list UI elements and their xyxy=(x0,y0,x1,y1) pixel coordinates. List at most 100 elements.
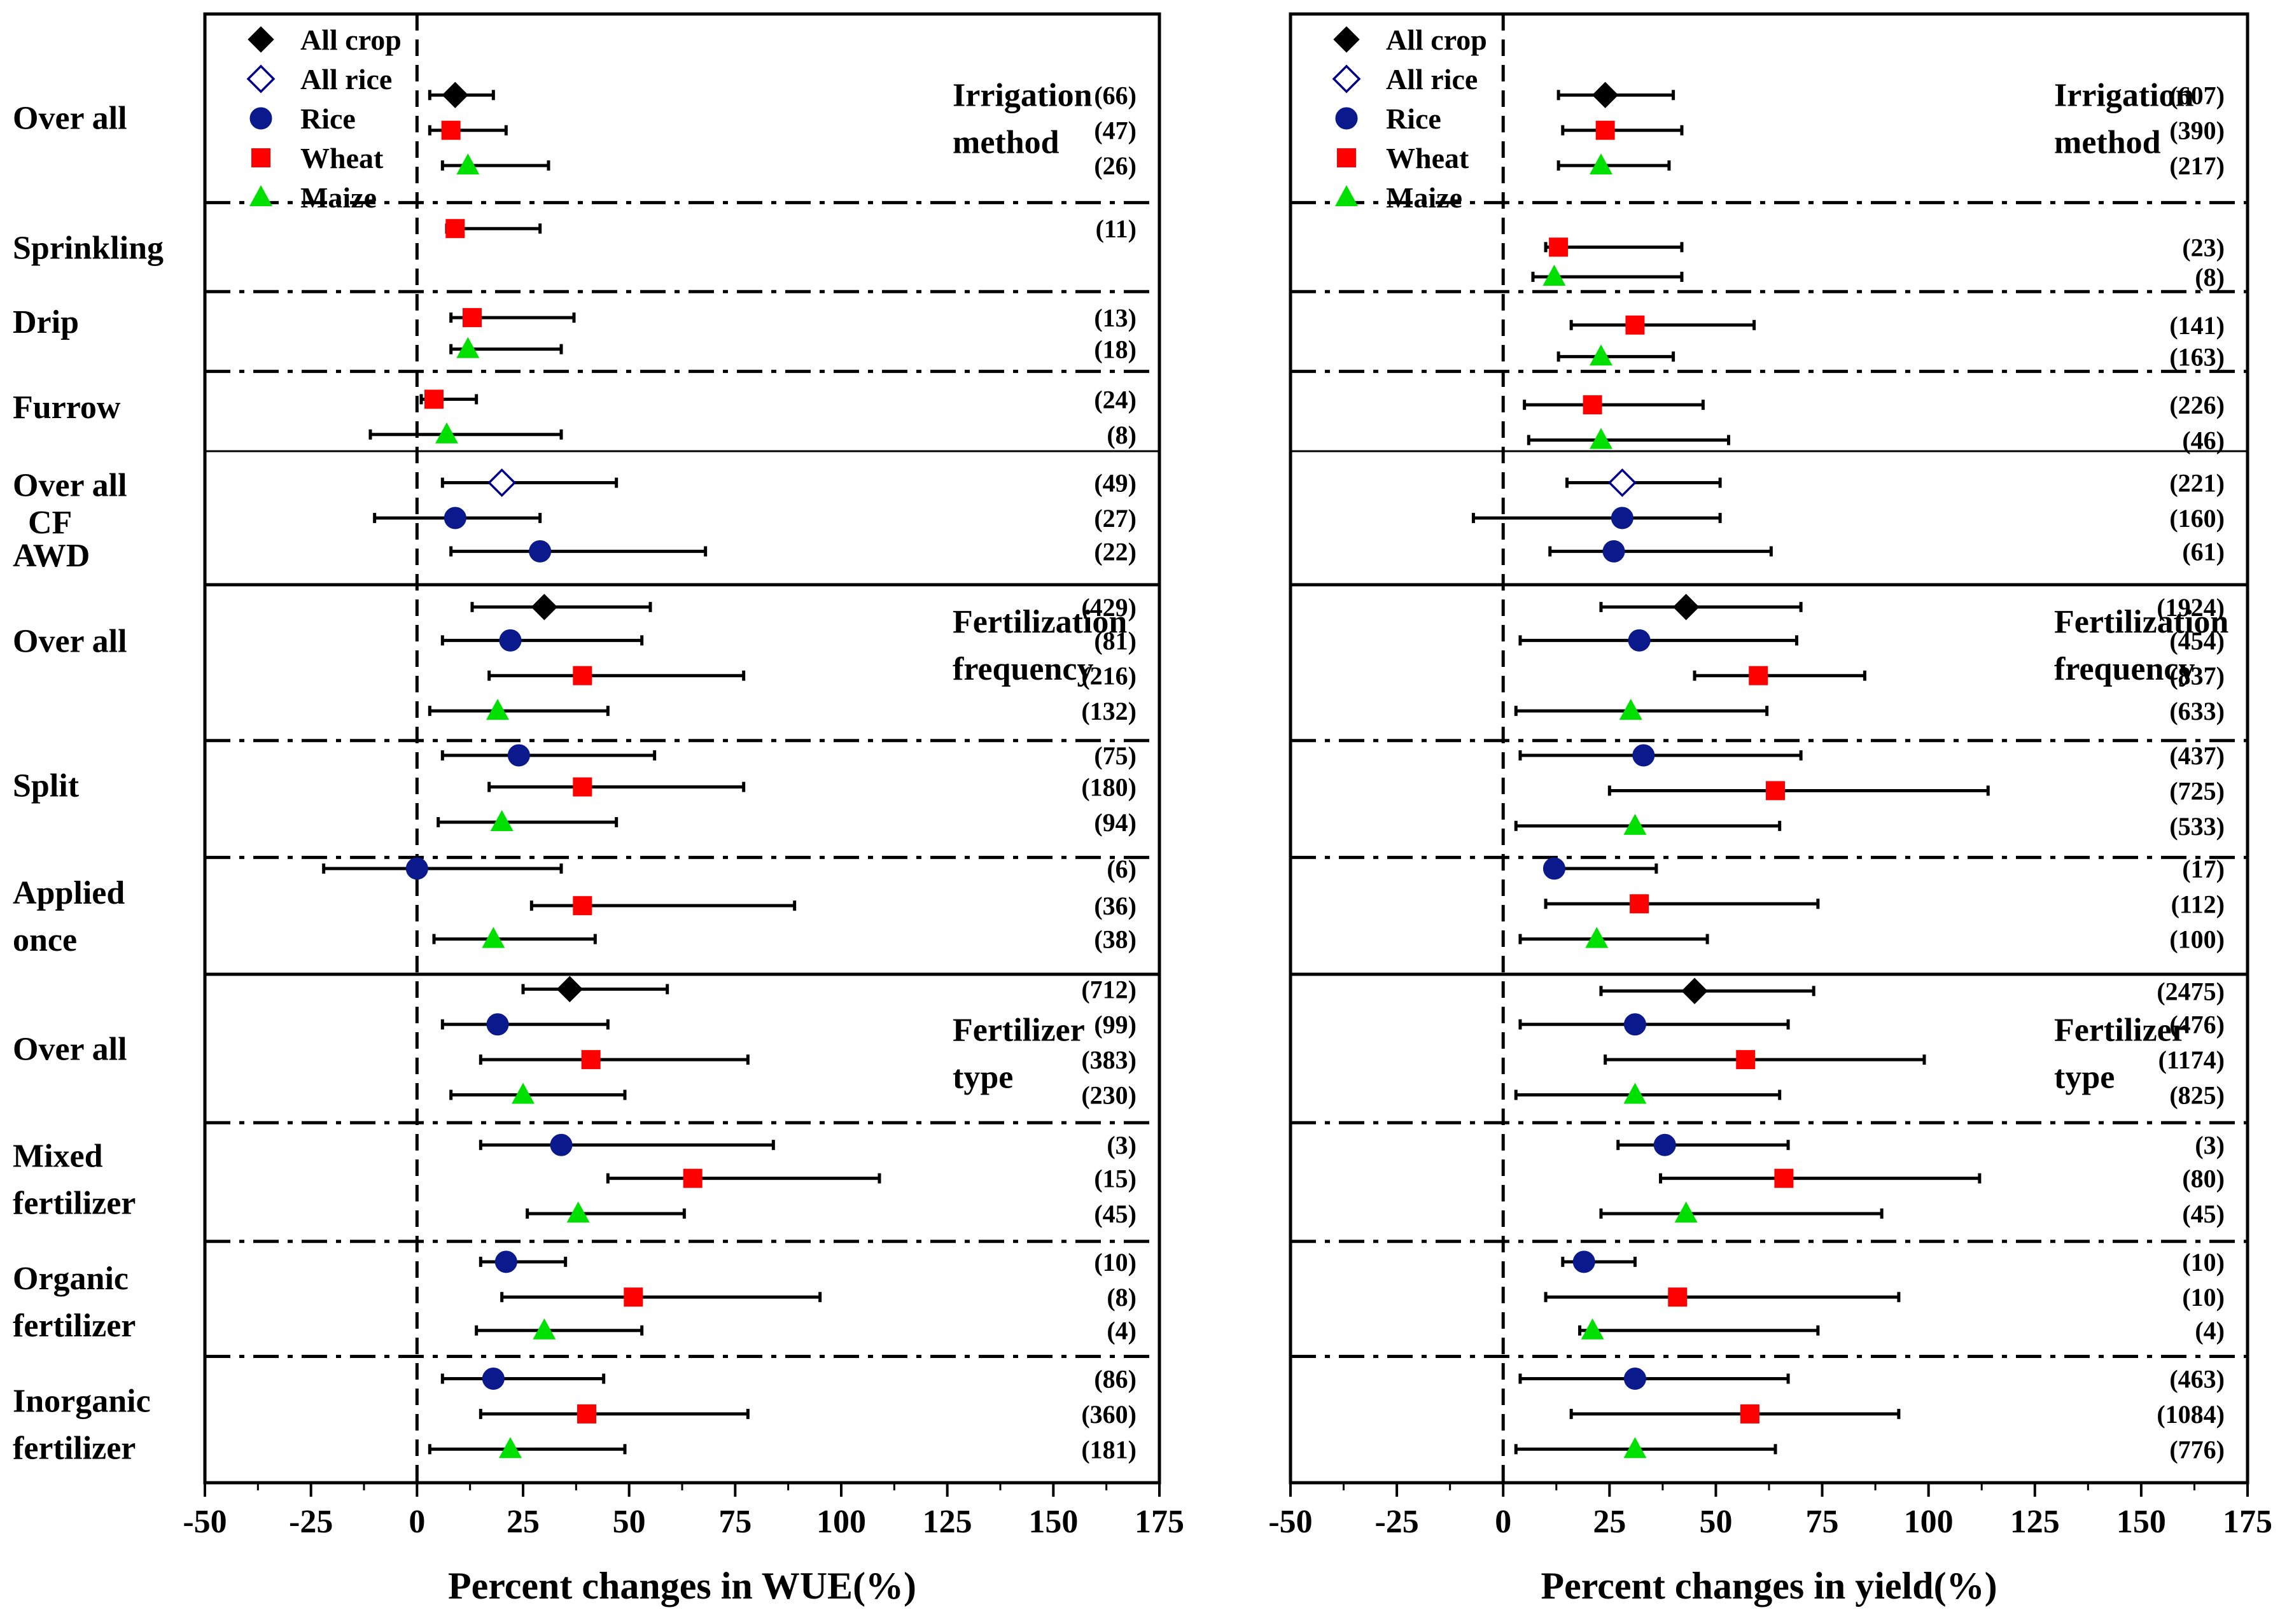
wue-panel: -50 -25 0 25 50 75 100 125 150 175 Percent changes… xyxy=(183,12,1184,1607)
mean-marker xyxy=(1625,315,1645,335)
mean-marker xyxy=(456,153,480,175)
row-label: fertilizer xyxy=(13,1186,136,1222)
sample-size-label: (1924) xyxy=(2157,593,2225,622)
legend-label: Rice xyxy=(1386,102,1441,135)
mean-marker xyxy=(1749,666,1768,685)
row-label: CF xyxy=(28,505,72,541)
sample-size-label: (476) xyxy=(2169,1011,2225,1039)
row-label: Split xyxy=(13,768,80,804)
data-point: (141) xyxy=(1569,311,2225,340)
sample-size-label: (49) xyxy=(1094,469,1137,498)
legend: All crop All rice Rice Wheat Maize xyxy=(246,24,402,214)
group-title: Fertilizer xyxy=(2054,1012,2186,1048)
sample-size-label: (712) xyxy=(1081,975,1137,1004)
group-title: Fertilization xyxy=(2054,604,2228,640)
sample-size-label: (463) xyxy=(2169,1365,2225,1394)
mean-marker xyxy=(424,389,444,409)
data-point: (825) xyxy=(1514,1081,2225,1110)
legend-marker xyxy=(249,185,272,206)
mean-marker xyxy=(1623,1013,1646,1036)
legend-label: Wheat xyxy=(1386,142,1469,174)
legend-marker xyxy=(249,107,272,130)
mean-marker xyxy=(486,1013,509,1036)
sample-size-label: (10) xyxy=(1094,1248,1137,1277)
sample-size-label: (36) xyxy=(1094,892,1137,920)
data-point: (75) xyxy=(440,741,1137,770)
x-tick-label: -25 xyxy=(1374,1504,1418,1540)
sample-size-label: (94) xyxy=(1094,808,1137,837)
mean-marker xyxy=(1668,1287,1688,1307)
plot-frame xyxy=(1289,12,2249,1485)
sample-size-label: (2475) xyxy=(2157,977,2225,1005)
data-point: (533) xyxy=(1514,812,2225,841)
data-point: (837) xyxy=(1693,662,2225,690)
mean-marker xyxy=(1595,120,1615,140)
mean-marker xyxy=(499,1437,522,1459)
mean-marker xyxy=(1632,744,1655,767)
mean-marker xyxy=(1653,1133,1676,1156)
sample-size-label: (38) xyxy=(1094,925,1137,954)
x-tick-label: 75 xyxy=(1806,1504,1839,1540)
mean-marker xyxy=(1591,81,1619,109)
data-point: (463) xyxy=(1518,1365,2225,1394)
sample-size-label: (10) xyxy=(2182,1283,2225,1312)
data-point: (3) xyxy=(479,1131,1137,1159)
legend-marker xyxy=(246,64,276,94)
mean-marker xyxy=(405,857,428,880)
legend-marker xyxy=(1332,64,1361,94)
sample-size-label: (8) xyxy=(1107,1283,1137,1312)
mean-marker xyxy=(490,810,514,831)
sample-size-label: (181) xyxy=(1081,1435,1137,1464)
mean-marker xyxy=(1736,1050,1756,1070)
mean-marker xyxy=(435,422,458,444)
sample-size-label: (454) xyxy=(2169,626,2225,655)
data-point: (633) xyxy=(1514,697,2225,725)
sample-size-label: (81) xyxy=(1094,626,1137,655)
mean-marker xyxy=(531,594,558,620)
mean-marker xyxy=(550,1133,573,1156)
x-axis-label: Percent changes in WUE(%) xyxy=(448,1565,916,1607)
sample-size-label: (163) xyxy=(2169,342,2225,371)
sample-size-label: (61) xyxy=(2182,537,2225,566)
data-point: (112) xyxy=(1544,890,2225,918)
sample-size-label: (837) xyxy=(2169,662,2225,690)
mean-marker xyxy=(507,744,530,767)
legend-label: All rice xyxy=(1386,63,1478,95)
data-point: (86) xyxy=(440,1365,1137,1394)
mean-marker xyxy=(573,896,592,916)
mean-marker xyxy=(442,81,469,109)
sample-size-label: (22) xyxy=(1094,537,1137,566)
data-point: (180) xyxy=(487,773,1137,802)
mean-marker xyxy=(482,1368,505,1390)
x-tick-label: 0 xyxy=(1495,1504,1511,1540)
legend-label: Rice xyxy=(300,102,356,135)
mean-marker xyxy=(1623,813,1647,835)
sample-size-label: (46) xyxy=(2182,426,2225,455)
mean-marker xyxy=(1572,1250,1595,1273)
row-label: fertilizer xyxy=(13,1430,136,1466)
mean-marker xyxy=(1774,1168,1794,1188)
data-point: (390) xyxy=(1561,116,2225,145)
legend-marker xyxy=(251,148,270,167)
sample-size-label: (75) xyxy=(1094,741,1137,770)
mean-marker xyxy=(1583,395,1602,415)
mean-marker xyxy=(445,219,465,239)
mean-marker xyxy=(486,699,509,720)
sample-size-label: (141) xyxy=(2169,311,2225,340)
sample-size-label: (825) xyxy=(2169,1081,2225,1110)
x-tick-label: 125 xyxy=(2010,1504,2060,1540)
group-title: Irrigation xyxy=(953,77,1093,113)
mean-marker xyxy=(1681,977,1708,1004)
x-tick-label: 175 xyxy=(1135,1504,1184,1540)
x-tick-label: 125 xyxy=(923,1504,972,1540)
legend-marker xyxy=(1333,26,1360,53)
mean-marker xyxy=(1611,507,1633,529)
sample-size-label: (383) xyxy=(1081,1046,1137,1074)
sample-size-label: (1174) xyxy=(2158,1046,2225,1074)
sample-size-label: (23) xyxy=(2182,233,2225,262)
sample-size-label: (437) xyxy=(2169,741,2225,770)
data-point: (18) xyxy=(449,335,1137,364)
mean-marker xyxy=(1623,1368,1646,1390)
mean-marker xyxy=(683,1168,703,1188)
mean-marker xyxy=(1589,153,1612,175)
